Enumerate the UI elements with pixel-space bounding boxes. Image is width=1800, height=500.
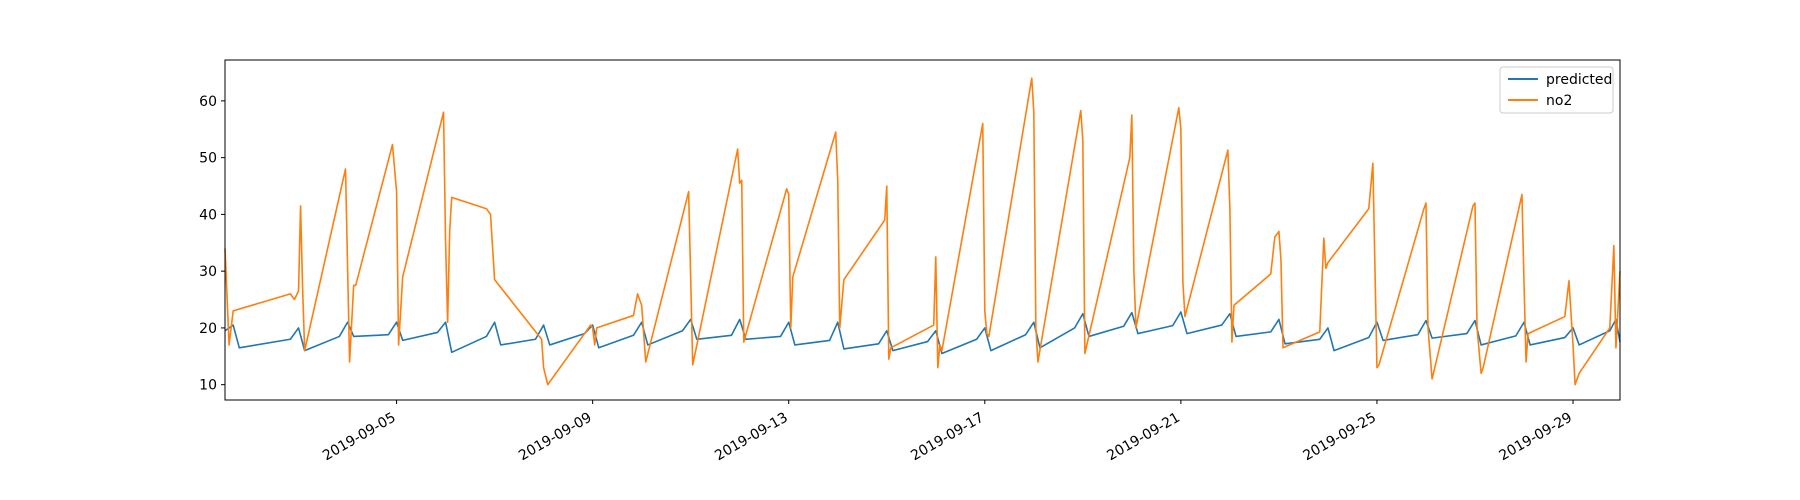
y-tick-label: 60: [199, 94, 217, 110]
y-tick-label: 50: [199, 151, 217, 167]
legend-label-predicted: predicted: [1546, 72, 1612, 88]
plot-area: [225, 60, 1620, 400]
series-line-predicted: [224, 311, 1621, 355]
series-line-no2: [224, 77, 1621, 386]
legend: predicted no2: [1499, 66, 1614, 114]
y-tick-label: 30: [199, 264, 217, 280]
y-tick-label: 10: [199, 378, 217, 394]
y-tick-label: 40: [199, 207, 217, 223]
y-tick-label: 20: [199, 321, 217, 337]
plot-frame: [224, 59, 1621, 401]
series-layer: [224, 77, 1621, 386]
legend-label-no2: no2: [1546, 93, 1572, 109]
